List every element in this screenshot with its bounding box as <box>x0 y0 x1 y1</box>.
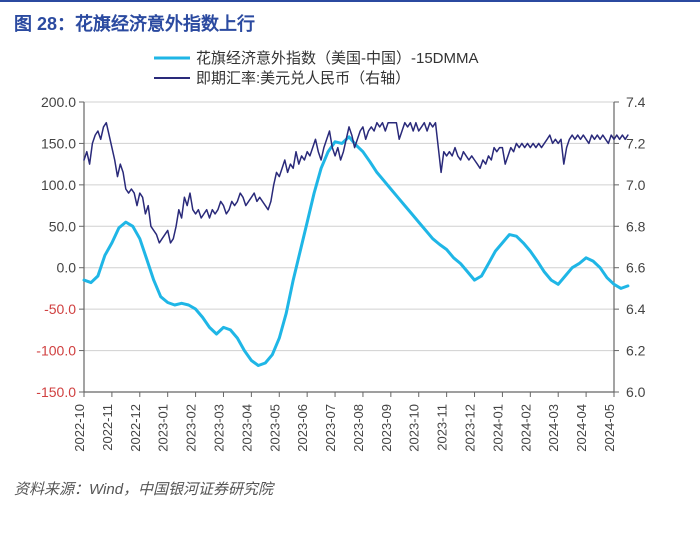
svg-text:2023-07: 2023-07 <box>323 404 338 452</box>
svg-text:150.0: 150.0 <box>41 135 76 151</box>
svg-text:50.0: 50.0 <box>49 218 76 234</box>
svg-text:-150.0: -150.0 <box>36 384 76 400</box>
svg-text:花旗经济意外指数（美国-中国）-15DMMA: 花旗经济意外指数（美国-中国）-15DMMA <box>196 49 479 67</box>
svg-text:2023-04: 2023-04 <box>239 404 254 452</box>
svg-text:200.0: 200.0 <box>41 94 76 110</box>
svg-text:7.2: 7.2 <box>626 135 646 151</box>
svg-text:6.0: 6.0 <box>626 384 646 400</box>
svg-text:6.4: 6.4 <box>626 301 646 317</box>
svg-text:2023-09: 2023-09 <box>379 404 394 452</box>
svg-text:-100.0: -100.0 <box>36 343 76 359</box>
svg-text:2022-10: 2022-10 <box>72 404 87 452</box>
svg-text:即期汇率:美元兑人民币（右轴）: 即期汇率:美元兑人民币（右轴） <box>196 70 410 87</box>
svg-text:7.0: 7.0 <box>626 177 646 193</box>
svg-text:100.0: 100.0 <box>41 177 76 193</box>
svg-text:6.8: 6.8 <box>626 218 646 234</box>
svg-text:2023-01: 2023-01 <box>156 404 171 452</box>
chart-source: 资料来源：Wind，中国银河证券研究院 <box>0 472 700 499</box>
chart-title: 图 28：花旗经济意外指数上行 <box>14 14 255 34</box>
chart-title-bar: 图 28：花旗经济意外指数上行 <box>0 0 700 42</box>
svg-text:2023-08: 2023-08 <box>351 404 366 452</box>
svg-text:0.0: 0.0 <box>57 260 77 276</box>
svg-text:2023-10: 2023-10 <box>407 404 422 452</box>
svg-text:2024-02: 2024-02 <box>518 404 533 452</box>
svg-text:2024-01: 2024-01 <box>490 404 505 452</box>
svg-text:2024-03: 2024-03 <box>546 404 561 452</box>
svg-text:7.4: 7.4 <box>626 94 646 110</box>
svg-text:6.2: 6.2 <box>626 343 646 359</box>
svg-text:2023-03: 2023-03 <box>211 404 226 452</box>
svg-text:-50.0: -50.0 <box>44 301 76 317</box>
svg-text:2022-11: 2022-11 <box>100 404 115 451</box>
svg-text:2024-04: 2024-04 <box>574 404 589 452</box>
chart-container: -150.0 -100.0 -50.0 0.0 50.0 100.0 150.0 200.0 6… <box>14 42 674 472</box>
svg-text:6.6: 6.6 <box>626 260 646 276</box>
svg-text:2023-02: 2023-02 <box>184 404 199 452</box>
svg-text:2023-05: 2023-05 <box>267 404 282 452</box>
svg-text:2024-05: 2024-05 <box>602 404 617 452</box>
svg-text:2022-12: 2022-12 <box>128 404 143 452</box>
svg-text:2023-12: 2023-12 <box>463 404 478 452</box>
svg-text:2023-11: 2023-11 <box>435 404 450 451</box>
svg-text:2023-06: 2023-06 <box>295 404 310 452</box>
chart-svg: -150.0 -100.0 -50.0 0.0 50.0 100.0 150.0 200.0 6… <box>14 42 674 472</box>
